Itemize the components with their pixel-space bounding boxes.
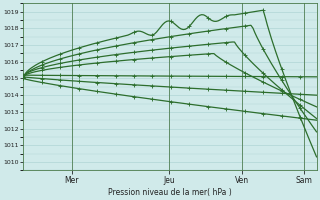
X-axis label: Pression niveau de la mer( hPa ): Pression niveau de la mer( hPa ) <box>108 188 232 197</box>
